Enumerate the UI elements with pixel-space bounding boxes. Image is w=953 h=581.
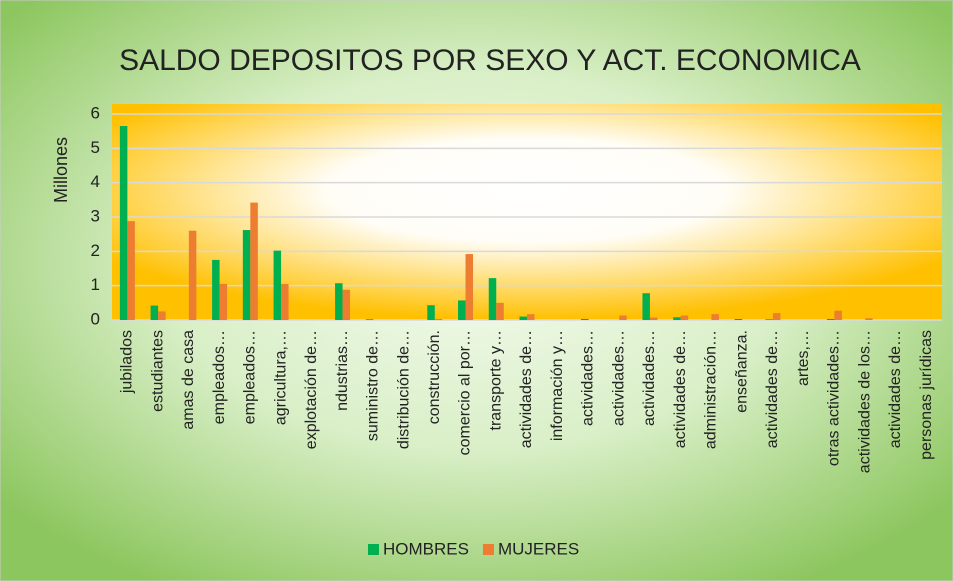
bar xyxy=(342,289,351,320)
bar xyxy=(649,317,658,320)
plot-area xyxy=(112,104,942,320)
bar xyxy=(519,316,527,320)
x-tick-label: administración… xyxy=(703,330,720,449)
x-tick-label: estudiantes xyxy=(149,330,166,412)
bar xyxy=(765,319,773,320)
x-tick-label: actividades… xyxy=(580,330,597,426)
y-tick-label: 5 xyxy=(91,138,100,157)
x-tick-label: comercio al por… xyxy=(457,330,474,455)
bar xyxy=(673,317,681,320)
y-tick-label: 2 xyxy=(91,241,100,260)
bar xyxy=(865,318,873,320)
x-tick-label: empleados… xyxy=(211,330,228,424)
bar xyxy=(527,314,535,320)
x-tick-label: jubilados xyxy=(119,330,136,394)
bar xyxy=(127,221,135,320)
legend-label: HOMBRES xyxy=(383,539,469,558)
bar xyxy=(465,254,474,320)
bar xyxy=(335,283,343,320)
y-tick-label: 0 xyxy=(91,309,100,328)
x-tick-label: personas jurídicas xyxy=(918,330,935,460)
bar xyxy=(458,300,466,320)
bar xyxy=(711,314,719,320)
x-tick-label: actividades de… xyxy=(672,330,689,448)
x-tick-label: suministro de… xyxy=(365,330,382,441)
bar xyxy=(434,318,443,320)
legend-swatch xyxy=(368,544,379,555)
bar xyxy=(826,318,835,320)
bar xyxy=(834,310,842,320)
x-tick-label: otras actividades… xyxy=(826,330,843,466)
y-tick-label: 4 xyxy=(91,172,100,191)
bar xyxy=(150,305,159,320)
x-tick-label: ndustrias… xyxy=(334,330,351,411)
bar xyxy=(250,202,258,320)
bar xyxy=(642,293,650,320)
bar xyxy=(158,311,166,320)
x-tick-label: actividades… xyxy=(641,330,658,426)
bar xyxy=(496,302,504,320)
x-tick-label: empleados… xyxy=(242,330,259,424)
x-tick-label: artes,… xyxy=(795,330,812,386)
bar xyxy=(242,230,251,320)
bar xyxy=(580,318,589,320)
legend-swatch xyxy=(482,544,494,555)
bar xyxy=(488,278,497,320)
bar xyxy=(119,126,128,321)
y-axis-label: Millones xyxy=(51,137,71,203)
x-tick-label: actividades de… xyxy=(764,330,781,448)
x-tick-label: agricultura,… xyxy=(272,330,289,425)
bar xyxy=(365,319,374,320)
bar xyxy=(619,315,627,320)
bar xyxy=(427,305,435,320)
x-tick-label: transporte y… xyxy=(487,330,504,430)
x-tick-label: actividades de los… xyxy=(856,330,873,473)
x-tick-label: actividades de… xyxy=(518,330,535,448)
x-tick-label: actividades de… xyxy=(887,330,904,448)
y-tick-label: 1 xyxy=(91,275,100,294)
bar xyxy=(772,313,781,320)
x-tick-label: explotación de… xyxy=(303,330,320,449)
y-tick-label: 6 xyxy=(91,103,100,122)
bar xyxy=(188,230,197,320)
x-tick-label: construcción. xyxy=(426,330,443,424)
bar xyxy=(273,250,282,320)
x-tick-label: enseñanza. xyxy=(733,330,750,413)
x-tick-label: información y… xyxy=(549,330,566,441)
legend-label: MUJERES xyxy=(498,539,579,558)
bar xyxy=(734,318,743,320)
x-tick-label: actividades… xyxy=(610,330,627,426)
y-tick-label: 3 xyxy=(91,206,100,225)
bar xyxy=(680,315,689,320)
x-tick-label: distribución de… xyxy=(395,330,412,449)
chart-title: SALDO DEPOSITOS POR SEXO Y ACT. ECONOMIC… xyxy=(119,44,861,77)
x-tick-label: amas de casa xyxy=(180,330,197,430)
bar xyxy=(281,283,289,320)
bar xyxy=(212,259,220,320)
bar xyxy=(219,283,228,320)
